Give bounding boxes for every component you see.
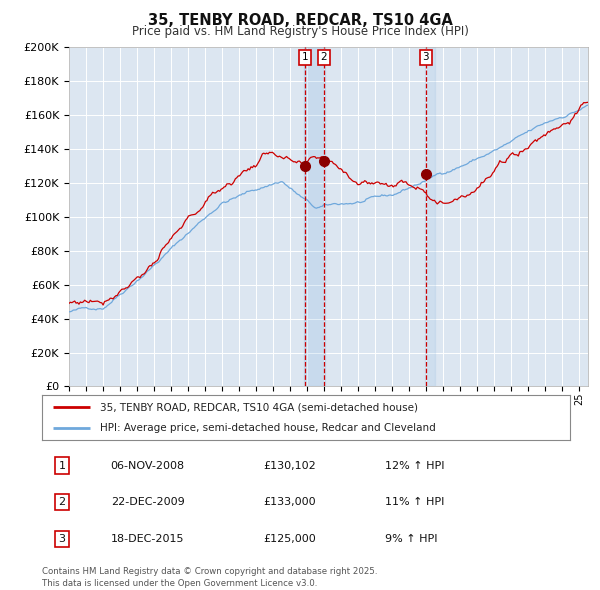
Text: 06-NOV-2008: 06-NOV-2008 bbox=[110, 461, 185, 470]
Text: 11% ↑ HPI: 11% ↑ HPI bbox=[385, 497, 445, 507]
Text: 18-DEC-2015: 18-DEC-2015 bbox=[110, 534, 184, 544]
Text: 3: 3 bbox=[422, 53, 429, 63]
Text: 35, TENBY ROAD, REDCAR, TS10 4GA: 35, TENBY ROAD, REDCAR, TS10 4GA bbox=[148, 13, 452, 28]
Text: 1: 1 bbox=[301, 53, 308, 63]
Text: 2: 2 bbox=[320, 53, 327, 63]
Text: 35, TENBY ROAD, REDCAR, TS10 4GA (semi-detached house): 35, TENBY ROAD, REDCAR, TS10 4GA (semi-d… bbox=[100, 402, 418, 412]
Text: £130,102: £130,102 bbox=[264, 461, 317, 470]
Bar bbox=[425, 47, 435, 386]
Text: 9% ↑ HPI: 9% ↑ HPI bbox=[385, 534, 438, 544]
Text: Price paid vs. HM Land Registry's House Price Index (HPI): Price paid vs. HM Land Registry's House … bbox=[131, 25, 469, 38]
Text: 2: 2 bbox=[59, 497, 65, 507]
Text: £133,000: £133,000 bbox=[264, 497, 316, 507]
Text: 3: 3 bbox=[59, 534, 65, 544]
Text: Contains HM Land Registry data © Crown copyright and database right 2025.
This d: Contains HM Land Registry data © Crown c… bbox=[42, 568, 377, 588]
Text: 1: 1 bbox=[59, 461, 65, 470]
Text: HPI: Average price, semi-detached house, Redcar and Cleveland: HPI: Average price, semi-detached house,… bbox=[100, 422, 436, 432]
Text: 22-DEC-2009: 22-DEC-2009 bbox=[110, 497, 184, 507]
Bar bbox=[304, 47, 325, 386]
Text: £125,000: £125,000 bbox=[264, 534, 317, 544]
Text: 12% ↑ HPI: 12% ↑ HPI bbox=[385, 461, 445, 470]
